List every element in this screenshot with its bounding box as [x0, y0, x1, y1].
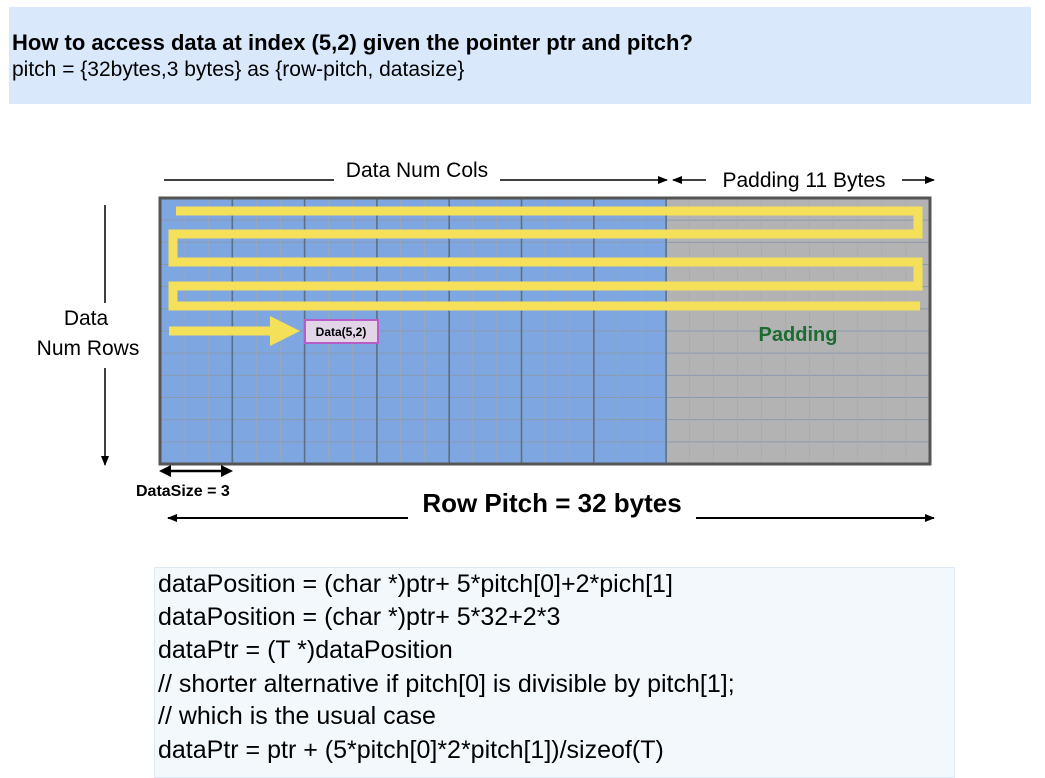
padding-region-label: Padding: [759, 324, 838, 346]
grid-frame: [158, 196, 932, 466]
code-line-1: dataPosition = (char *)ptr+ 5*pitch[0]+2…: [158, 570, 673, 598]
code-block: dataPosition = (char *)ptr+ 5*pitch[0]+2…: [154, 567, 955, 778]
rows-label-line1: Data: [64, 307, 109, 330]
pitch-diagram: Data(5,2) Padding Data Num Cols Padding …: [37, 159, 935, 522]
scan-arrow-head: [270, 316, 300, 346]
padding-bytes-label: Padding 11 Bytes: [722, 169, 885, 192]
code-line-3: dataPtr = (T *)dataPosition: [158, 636, 453, 664]
code-line-6: dataPtr = ptr + (5*pitch[0]*2*pitch[1])/…: [158, 736, 664, 764]
datasize-label: DataSize = 3: [136, 483, 230, 500]
code-line-4: // shorter alternative if pitch[0] is di…: [158, 670, 735, 698]
row-scan-path: [168, 206, 923, 311]
pitch-definition: pitch = {32bytes,3 bytes} as {row-pitch,…: [12, 58, 465, 81]
datasize-arrowhead-right: [221, 465, 233, 477]
rows-label-line2: Num Rows: [37, 337, 140, 360]
code-line-2: dataPosition = (char *)ptr+ 5*32+2*3: [158, 603, 561, 631]
question-header: How to access data at index (5,2) given …: [9, 7, 1031, 104]
datasize-arrowhead-left: [159, 465, 171, 477]
question-title: How to access data at index (5,2) given …: [12, 30, 693, 55]
code-line-5: // which is the usual case: [158, 702, 436, 730]
cols-label: Data Num Cols: [346, 159, 488, 182]
row-pitch-label: Row Pitch = 32 bytes: [422, 488, 681, 518]
target-cell: [304, 319, 379, 344]
target-cell-label: Data(5,2): [316, 325, 367, 339]
